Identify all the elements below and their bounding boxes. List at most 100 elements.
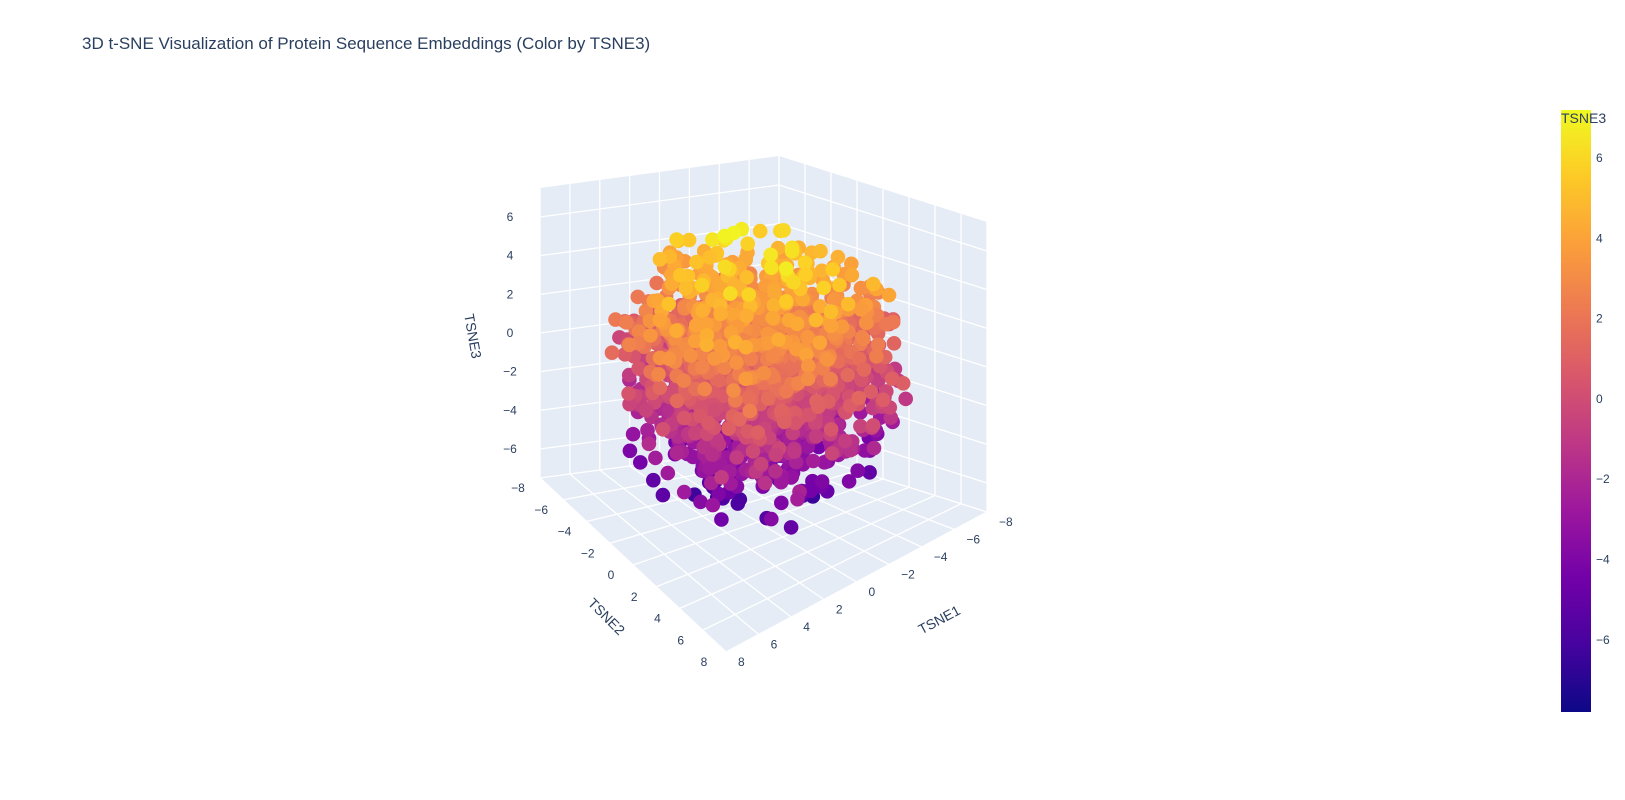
- z-tick-label: 0: [507, 326, 514, 340]
- scatter-point: [805, 453, 821, 469]
- scatter-point: [814, 263, 830, 279]
- scatter-point: [778, 261, 794, 277]
- scatter-point: [862, 465, 877, 480]
- scatter-point: [694, 277, 710, 293]
- scatter-point: [825, 262, 840, 277]
- scatter-point: [742, 403, 758, 419]
- z-tick-label: 2: [507, 287, 514, 301]
- scatter-point: [669, 323, 684, 339]
- scatter-point: [823, 422, 839, 437]
- y-tick-label: −6: [534, 503, 548, 517]
- scatter-point: [651, 367, 666, 382]
- scatter-point: [621, 386, 636, 401]
- scatter-point: [832, 277, 847, 293]
- scatter-point: [699, 337, 714, 353]
- scatter-point: [693, 494, 708, 510]
- scatter-point: [641, 436, 657, 452]
- scatter-point: [704, 447, 720, 462]
- scatter-point: [856, 331, 871, 347]
- scatter-point: [884, 371, 900, 387]
- scatter-point: [625, 426, 641, 442]
- colorbar-tick-label: −6: [1596, 633, 1610, 647]
- scatter-point: [631, 324, 647, 339]
- x-tick-label: 2: [836, 603, 843, 617]
- scatter-point: [685, 449, 701, 465]
- scatter-point: [808, 312, 824, 328]
- scatter-point: [878, 316, 894, 332]
- colorbar-tick-label: 4: [1596, 231, 1603, 245]
- scatter-point: [765, 310, 780, 326]
- scatter-point: [695, 303, 710, 319]
- scatter-point: [801, 358, 816, 374]
- scatter-point: [797, 255, 813, 270]
- scatter-point: [721, 421, 736, 436]
- scatter-point: [840, 367, 855, 383]
- floor-grid-y: [656, 486, 910, 588]
- scatter-point: [886, 336, 902, 351]
- scatter-point: [689, 254, 704, 270]
- scatter-point: [799, 347, 814, 363]
- scatter-points: [604, 221, 913, 535]
- scatter-point: [853, 418, 868, 434]
- x-tick-label: 4: [803, 620, 810, 634]
- colorbar: TSNE3 6 4 2 0 −2 −4 −6: [1561, 110, 1610, 712]
- y-tick-label: 4: [654, 612, 661, 626]
- scatter-point: [773, 474, 789, 490]
- scatter-point: [739, 270, 754, 285]
- scatter-point: [732, 412, 747, 427]
- scatter-point: [711, 373, 726, 389]
- scatter-point: [752, 223, 768, 239]
- scatter-point: [738, 339, 754, 355]
- x-tick-label: 8: [738, 655, 745, 669]
- scatter-point: [622, 337, 637, 353]
- scatter-point: [811, 399, 826, 415]
- scatter-point: [717, 259, 733, 275]
- scatter-point: [858, 315, 874, 331]
- scatter-point: [713, 306, 728, 322]
- x-tick-label: 6: [771, 638, 778, 652]
- scatter-point: [652, 312, 668, 328]
- y-tick-label: 8: [701, 655, 708, 669]
- scatter-point: [771, 332, 786, 347]
- scatter-point: [738, 371, 753, 387]
- scatter-point: [856, 362, 872, 377]
- scatter-point: [740, 236, 755, 251]
- scatter-point: [800, 329, 815, 345]
- scatter-point: [851, 390, 867, 406]
- scatter-point: [783, 520, 799, 535]
- scatter-point: [739, 308, 754, 324]
- z-axis-title: TSNE3: [461, 313, 485, 360]
- scatter-point: [812, 335, 828, 351]
- scatter-point: [717, 360, 732, 376]
- scatter-point: [683, 348, 698, 363]
- colorbar-tick-label: 2: [1596, 312, 1603, 326]
- scatter-point: [730, 496, 746, 511]
- scatter-point: [844, 267, 860, 283]
- scatter-point: [669, 445, 685, 461]
- scatter-point: [660, 465, 676, 481]
- scatter-point: [630, 289, 646, 305]
- scatter-point: [631, 361, 646, 376]
- scatter-point: [711, 486, 726, 502]
- floor-grid-y: [679, 494, 936, 610]
- floor-grid-y: [702, 503, 962, 631]
- scatter-point: [638, 403, 654, 418]
- scatter-point: [764, 511, 779, 527]
- scatter-point: [646, 472, 661, 488]
- scatter-point: [707, 351, 722, 366]
- scatter-point: [633, 455, 648, 470]
- scatter-point: [870, 374, 886, 389]
- scatter-point: [763, 247, 778, 263]
- scatter-point: [688, 333, 703, 349]
- scatter-point: [875, 392, 891, 408]
- scatter-point: [844, 256, 859, 272]
- x-tick-label: 0: [869, 585, 876, 599]
- scatter-point: [649, 275, 664, 291]
- scatter-point: [619, 315, 634, 330]
- scatter-point: [757, 475, 773, 491]
- scatter-point: [820, 352, 836, 367]
- scatter-point: [697, 381, 712, 397]
- scatter-point: [823, 318, 839, 334]
- scatter-point: [701, 415, 716, 431]
